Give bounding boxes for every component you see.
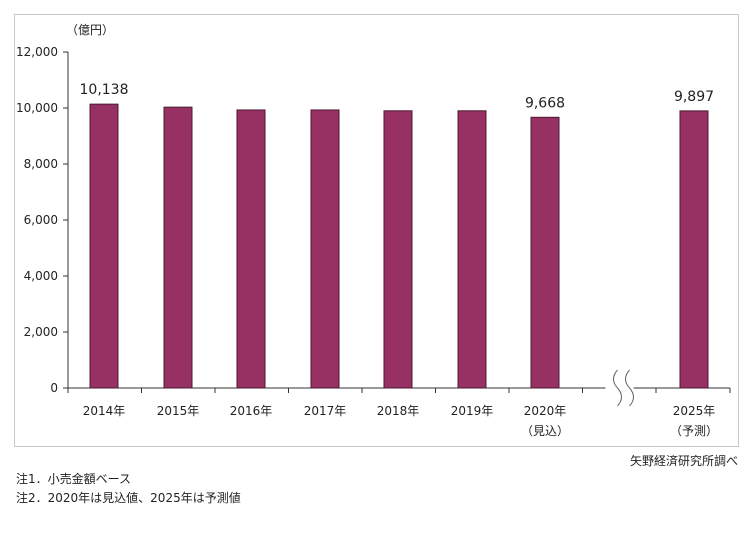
bar <box>89 103 119 389</box>
data-label: 10,138 <box>80 82 129 98</box>
bar <box>163 106 193 389</box>
bar <box>310 109 340 389</box>
bar <box>457 110 487 389</box>
x-tick-label: 2020年 <box>524 404 567 418</box>
x-tick-label: 2014年 <box>83 404 126 418</box>
bar <box>383 110 413 389</box>
x-tick-label: 2015年 <box>157 404 200 418</box>
data-label: 9,668 <box>525 95 565 111</box>
x-tick-label: 2018年 <box>377 404 420 418</box>
y-tick-label: 10,000 <box>16 101 58 115</box>
footnote-2: 注2．2020年は見込値、2025年は予測値 <box>16 491 241 505</box>
footnote-1: 注1．小売金額ベース <box>16 472 132 486</box>
bar <box>236 109 266 389</box>
data-label: 9,897 <box>674 89 714 105</box>
axis-break-mark <box>625 369 634 407</box>
y-tick-label: 12,000 <box>16 45 58 59</box>
chart-frame <box>14 14 739 447</box>
axis-break-mark <box>613 369 622 407</box>
x-tick-label: 2025年 <box>673 404 716 418</box>
bar <box>679 110 709 389</box>
source-note: 矢野経済研究所調べ <box>629 454 738 468</box>
x-tick-label: 2017年 <box>304 404 347 418</box>
bar <box>530 116 560 389</box>
y-tick-label: 2,000 <box>24 325 58 339</box>
x-tick-sublabel: （見込） <box>521 424 569 438</box>
x-tick-label: 2019年 <box>451 404 494 418</box>
y-tick-label: 6,000 <box>24 213 58 227</box>
x-tick-sublabel: （予測） <box>670 424 718 438</box>
x-tick-label: 2016年 <box>230 404 273 418</box>
y-tick-label: 8,000 <box>24 157 58 171</box>
y-tick-label: 4,000 <box>24 269 58 283</box>
y-tick-label: 0 <box>50 381 58 395</box>
y-unit-label: （億円） <box>66 23 114 37</box>
